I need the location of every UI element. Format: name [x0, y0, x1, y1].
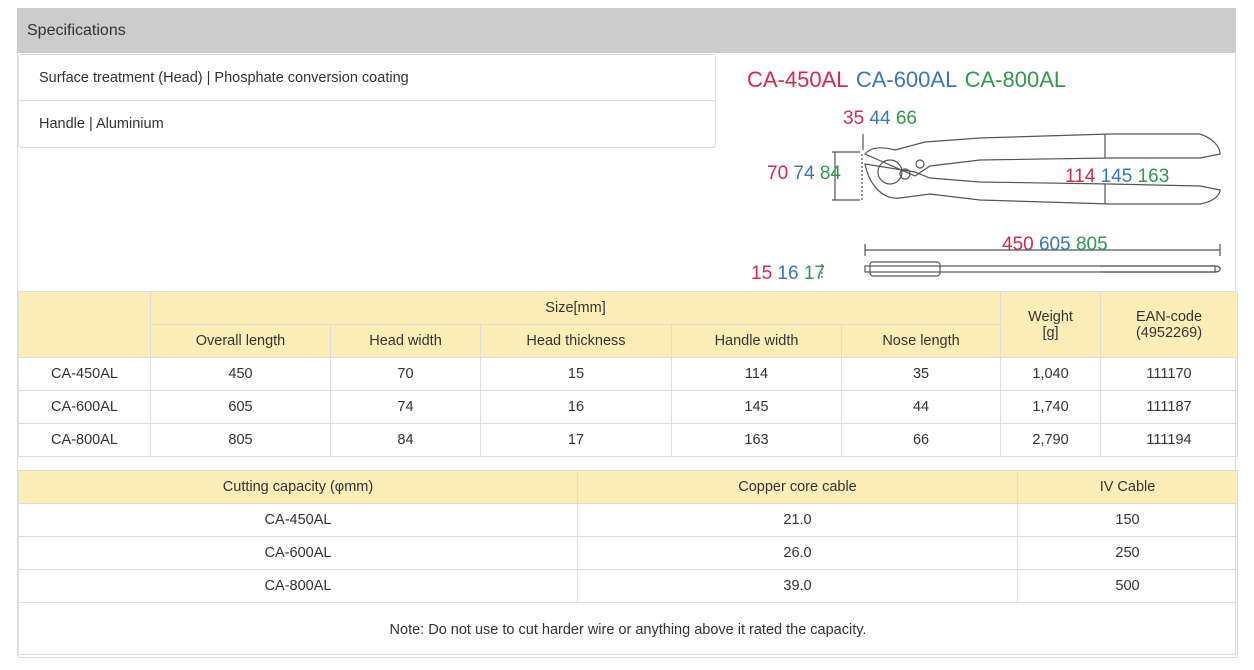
- cutter-drawing: [821, 133, 1221, 278]
- header-cell: Cutting capacity (φmm): [18, 470, 578, 504]
- table-cell: CA-600AL: [18, 536, 578, 570]
- table-row: CA-600AL 605 74 16 145 44 1,740 111187: [18, 390, 1239, 424]
- dimension-value: 145: [1101, 166, 1133, 187]
- dimension: 35 44 66: [843, 108, 917, 129]
- attribute: Surface treatment (Head) | Phosphate con…: [19, 55, 715, 101]
- header-cell: Copper core cable: [577, 470, 1018, 504]
- table-cell: CA-450AL: [18, 357, 151, 391]
- header-cell: Head thickness: [480, 324, 672, 358]
- dimension: 15 16 17: [751, 263, 825, 284]
- table-cell: 111170: [1100, 357, 1239, 391]
- header-text: Weight: [1028, 308, 1073, 325]
- table-cell: 450: [150, 357, 331, 391]
- dimension-value: 16: [777, 263, 798, 284]
- header-text: EAN-code: [1135, 308, 1203, 325]
- dimension-value: 15: [751, 263, 772, 284]
- table-cell: CA-450AL: [18, 503, 578, 537]
- header-cell: Size[mm]: [149, 291, 1002, 325]
- size-table: Size[mm] Weight [g] EAN-code (4952269) Ove…: [18, 291, 1239, 457]
- table-cell: 84: [330, 423, 481, 457]
- dimension-value: 450: [1002, 234, 1034, 255]
- table-cell: CA-600AL: [18, 390, 151, 424]
- header-cell: Overall length: [150, 324, 331, 358]
- table-cell: 805: [150, 423, 331, 457]
- table-cell: 26.0: [577, 536, 1018, 570]
- dimension-value: 17: [804, 263, 825, 284]
- dimension-value: 84: [820, 163, 842, 184]
- dimension: 114 145 163: [1065, 166, 1169, 187]
- table-cell: 163: [671, 423, 842, 457]
- table-cell: 17: [480, 423, 672, 457]
- table-cell: 150: [1017, 503, 1238, 537]
- model-name: CA-600AL: [856, 67, 957, 92]
- table-row: CA-450AL 450 70 15 114 35 1,040 111170: [18, 357, 1239, 391]
- dimension-value: 163: [1138, 166, 1170, 187]
- dimension-value: 605: [1039, 234, 1071, 255]
- table-cell: 1,740: [1000, 390, 1102, 424]
- dimension-value: 66: [896, 108, 917, 129]
- table-cell: 605: [150, 390, 331, 424]
- table-cell: 44: [840, 390, 1002, 424]
- header-cell: Handle width: [671, 324, 842, 358]
- note: Note: Do not use to cut harder wire or a…: [18, 602, 1238, 658]
- dimension: 70 74 84: [767, 163, 841, 184]
- table-cell: 500: [1017, 569, 1238, 603]
- model-title: CA-450AL CA-600AL CA-800AL: [747, 67, 1066, 92]
- attribute-list: Surface treatment (Head) | Phosphate con…: [18, 54, 716, 148]
- table-cell: 111194: [1100, 423, 1239, 457]
- table-cell: 66: [840, 423, 1002, 457]
- table-row: CA-600AL 26.0 250: [18, 536, 1238, 570]
- table-cell: 35: [840, 357, 1002, 391]
- table-cell: 111187: [1100, 390, 1239, 424]
- table-cell: 39.0: [577, 569, 1018, 603]
- header-text: [g]: [1042, 324, 1059, 341]
- table-row: CA-800AL 39.0 500: [18, 569, 1238, 603]
- table-cell: 16: [480, 390, 672, 424]
- header-cell: Head width: [330, 324, 481, 358]
- capacity-table: Cutting capacity (φmm) Copper core cable…: [18, 470, 1238, 658]
- table-cell: 21.0: [577, 503, 1018, 537]
- dimension: 450 605 805: [1002, 234, 1108, 255]
- dimension-value: 805: [1076, 234, 1108, 255]
- table-cell: 74: [330, 390, 481, 424]
- table-cell: 114: [671, 357, 842, 391]
- header-cell: Weight [g]: [1000, 291, 1102, 358]
- attribute: Handle | Aluminium: [39, 116, 164, 132]
- table-cell: 15: [480, 357, 672, 391]
- table-cell: 1,040: [1000, 357, 1102, 391]
- section-header: Specifications: [17, 8, 1236, 53]
- table-cell: 2,790: [1000, 423, 1102, 457]
- header-cell: EAN-code (4952269): [1100, 291, 1239, 358]
- model-name: CA-450AL: [747, 67, 848, 92]
- header-text: (4952269): [1135, 324, 1203, 341]
- table-row: CA-450AL 21.0 150: [18, 503, 1238, 537]
- dimension-value: 44: [869, 108, 891, 129]
- table-cell: 70: [330, 357, 481, 391]
- cutter-diagram: CA-450AL CA-600AL CA-800AL 35 44 66 70 7…: [747, 67, 1221, 284]
- table-cell: 250: [1017, 536, 1238, 570]
- table-cell: CA-800AL: [18, 423, 151, 457]
- dimension-value: 74: [793, 163, 815, 184]
- table-cell: CA-800AL: [18, 569, 578, 603]
- model-name: CA-800AL: [965, 67, 1067, 92]
- table-cell: 145: [671, 390, 842, 424]
- dimension-value: 70: [767, 163, 788, 184]
- header-cell: IV Cable: [1017, 470, 1238, 504]
- dimension-value: 114: [1065, 166, 1096, 187]
- dimension-value: 35: [843, 108, 864, 129]
- header-cell: Nose length: [840, 324, 1002, 358]
- table-row: CA-800AL 805 84 17 163 66 2,790 111194: [18, 423, 1239, 457]
- header-cell: [18, 291, 151, 358]
